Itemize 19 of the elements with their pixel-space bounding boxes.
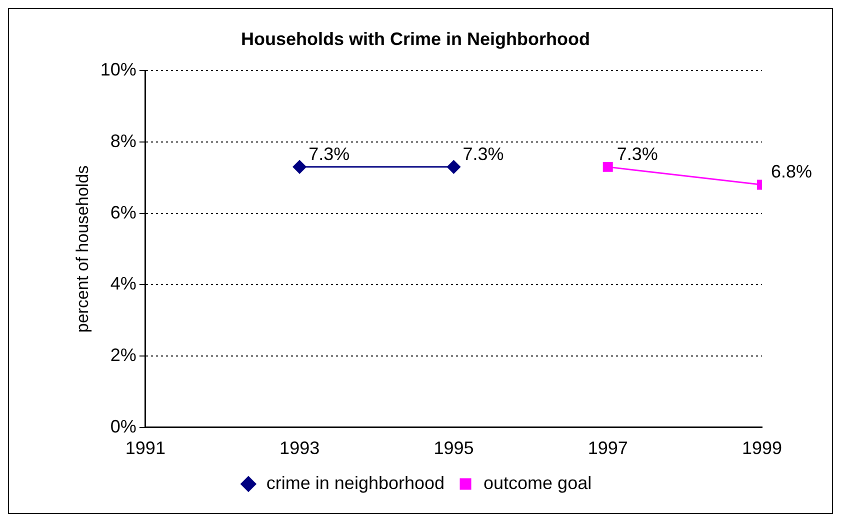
x-tick-label: 1997 [588,438,628,458]
data-label: 6.8% [771,162,812,182]
legend-label: crime in neighborhood [266,472,445,493]
y-tick-label: 2% [110,345,136,366]
data-label: 7.3% [308,144,350,164]
y-axis-title: percent of households [72,165,92,333]
y-tick-label: 10% [100,60,136,80]
x-tick-label: 1991 [125,438,166,458]
data-label: 7.3% [616,144,658,164]
y-tick-label: 4% [110,274,136,294]
y-tick-label: 0% [110,416,136,436]
x-tick-label: 1999 [742,438,782,458]
legend-label: outcome goal [484,472,592,493]
x-tick-label: 1993 [280,438,320,458]
y-tick-label: 6% [110,202,136,222]
data-label: 7.3% [462,144,504,164]
chart-title: Households with Crime in Neighborhood [241,28,590,49]
x-tick-label: 1995 [434,438,474,458]
y-tick-label: 8% [110,130,136,151]
